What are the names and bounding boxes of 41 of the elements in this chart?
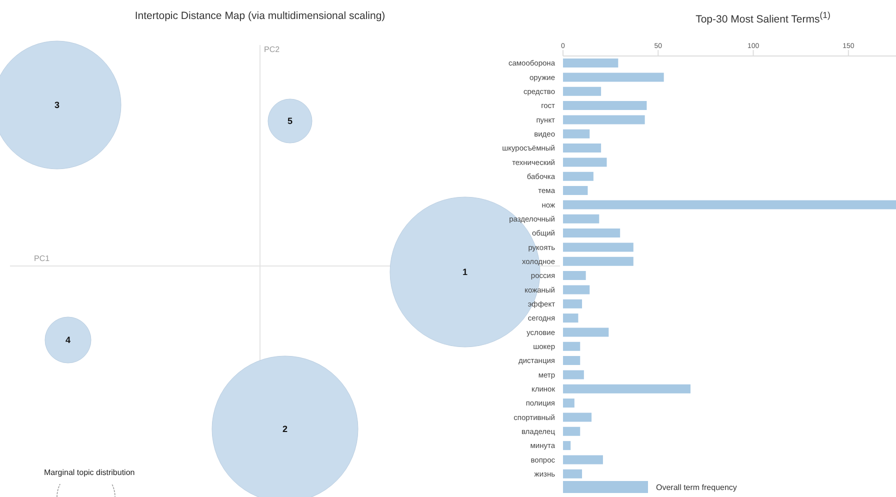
category-label: 1 — [462, 267, 468, 277]
bar — [563, 172, 594, 181]
text: PC1 — [34, 254, 50, 263]
category-label: 5 — [287, 116, 293, 126]
bar — [563, 384, 690, 394]
bar — [563, 242, 634, 252]
bar — [563, 200, 896, 210]
bar — [563, 256, 634, 266]
text: Overall term frequency — [656, 482, 737, 492]
bar — [563, 441, 571, 450]
bar — [563, 186, 588, 196]
bar — [563, 58, 618, 68]
bar — [563, 158, 607, 167]
bar — [563, 129, 590, 138]
bar — [563, 342, 580, 351]
bar — [563, 214, 600, 224]
bar — [563, 299, 582, 308]
category-label: 3 — [54, 100, 60, 110]
bar — [563, 72, 664, 82]
bar — [563, 328, 609, 337]
text: Marginal topic distribution — [44, 468, 135, 477]
bar — [563, 271, 586, 280]
category-label: 4 — [65, 335, 71, 345]
bar — [563, 412, 592, 422]
bar — [563, 356, 580, 366]
bar — [563, 455, 603, 464]
bar — [563, 115, 645, 124]
bar — [563, 314, 578, 323]
text: Intertopic Distance Map (via multidimensional scaling) — [134, 10, 386, 22]
bar — [563, 144, 602, 153]
bar — [563, 398, 574, 408]
bar — [563, 370, 584, 380]
bar — [563, 228, 620, 238]
bar — [563, 469, 582, 478]
bar — [563, 86, 602, 96]
bar — [563, 101, 647, 110]
bar — [563, 426, 580, 436]
text: PC2 — [264, 45, 280, 54]
chart-title: Top-30 Most Salient Terms$^{(1)}$ — [694, 10, 832, 26]
bar — [563, 285, 590, 294]
category-label: 2 — [282, 424, 288, 434]
